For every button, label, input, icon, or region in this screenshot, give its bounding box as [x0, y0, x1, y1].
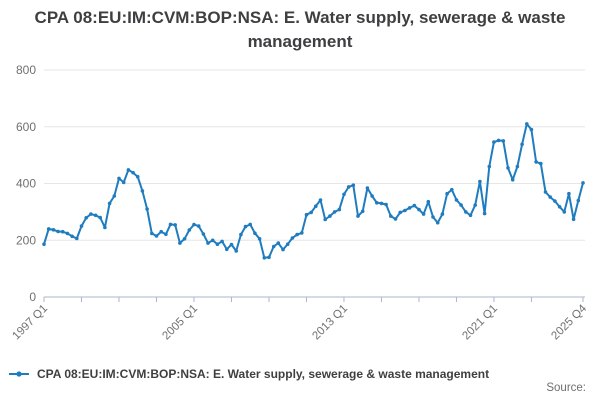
legend-line-marker-icon: [9, 371, 29, 377]
svg-text:0: 0: [29, 290, 36, 304]
svg-text:2005 Q1: 2005 Q1: [160, 303, 200, 343]
svg-text:2013 Q1: 2013 Q1: [310, 303, 350, 343]
svg-text:200: 200: [16, 233, 36, 247]
plot-area: 0 200 400 600 800 1997 Q1 2005 Q1 2013 Q1 2021 Q…: [0, 58, 600, 358]
svg-text:400: 400: [16, 177, 36, 191]
svg-text:800: 800: [16, 63, 36, 77]
chart-title: CPA 08:EU:IM:CVM:BOP:NSA: E. Water suppl…: [34, 8, 566, 51]
svg-text:2025 Q4: 2025 Q4: [549, 302, 589, 342]
time-series-plot: 0 200 400 600 800 1997 Q1 2005 Q1 2013 Q1 2021 Q…: [10, 63, 589, 343]
svg-text:600: 600: [16, 120, 36, 134]
legend-label: CPA 08:EU:IM:CVM:BOP:NSA: E. Water suppl…: [37, 367, 490, 381]
svg-text:2021 Q1: 2021 Q1: [460, 303, 500, 343]
source-label: Source:: [546, 382, 586, 394]
legend: CPA 08:EU:IM:CVM:BOP:NSA: E. Water suppl…: [8, 367, 489, 381]
svg-text:1997 Q1: 1997 Q1: [10, 303, 50, 343]
